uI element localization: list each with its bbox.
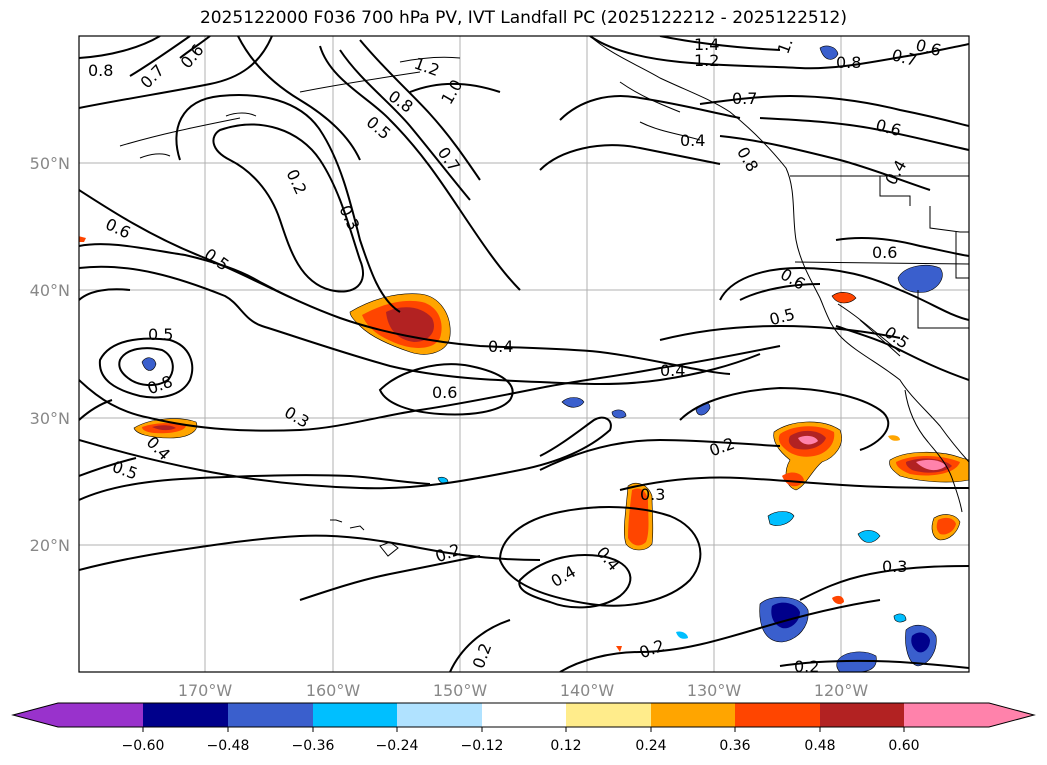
colorbar-segment [397, 703, 482, 727]
ivt-negative-feature [893, 613, 907, 623]
ivt-positive-feature [152, 425, 176, 431]
ivt-negative-feature [857, 530, 881, 543]
ivt-negative-feature [561, 397, 585, 408]
lon-label: 130°W [687, 681, 742, 700]
ivt-negative-feature [897, 265, 943, 293]
lon-label: 150°W [433, 681, 488, 700]
ivt-negative-feature [819, 45, 839, 60]
contour-label: 0.3 [882, 557, 907, 576]
ivt-shading [79, 45, 969, 672]
colorbar-segment [228, 703, 313, 727]
ivt-negative-feature [911, 632, 930, 653]
colorbar-tick-label: 0.36 [719, 738, 750, 754]
colorbar-tick-label: 0.60 [888, 738, 919, 754]
colorbar-segment [566, 703, 651, 727]
ivt-positive-feature [79, 236, 86, 242]
colorbar-tick-label: −0.48 [207, 738, 250, 754]
ivt-positive-feature [831, 292, 857, 304]
contour-label: 0.5 [148, 325, 173, 344]
lon-label: 120°W [814, 681, 869, 700]
colorbar-segment [651, 703, 735, 727]
colorbar-segment [482, 703, 566, 727]
colorbar-tick-label: 0.48 [804, 738, 835, 754]
contour-label: 0.8 [836, 53, 861, 72]
contour-label: 0.6 [432, 383, 457, 402]
colorbar-tick-label: −0.36 [292, 738, 335, 754]
ivt-negative-feature [611, 409, 627, 419]
colorbar-segment [820, 703, 904, 727]
ivt-negative-feature [141, 357, 157, 371]
colorbar-segment [904, 703, 989, 727]
contour-label: 1.2 [694, 51, 719, 70]
lat-label: 20°N [30, 536, 70, 555]
lon-label: 160°W [306, 681, 361, 700]
lat-axis-labels: 50°N 40°N 30°N 20°N [30, 154, 70, 555]
lon-label: 170°W [178, 681, 233, 700]
lat-label: 40°N [30, 281, 70, 300]
ivt-positive-feature [628, 488, 649, 546]
map-frame [78, 35, 970, 673]
contour-label: 0.4 [488, 337, 513, 356]
contour-label: 0.3 [640, 485, 665, 504]
gridlines [79, 36, 969, 672]
ivt-positive-feature [616, 646, 622, 652]
ivt-positive-feature [936, 517, 956, 535]
contour-label: 0.7 [732, 89, 757, 108]
ivt-positive-feature [888, 435, 900, 441]
contour-label: 1. [774, 36, 797, 57]
map-title: 2025122000 F036 700 hPa PV, IVT Landfall… [199, 8, 847, 28]
lon-axis-labels: 170°W 160°W 150°W 140°W 130°W 120°W [178, 681, 869, 700]
lat-label: 30°N [30, 409, 70, 428]
contour-label: 0.2 [794, 657, 819, 676]
ivt-negative-feature [767, 511, 795, 526]
colorbar-tick-label: 0.24 [635, 738, 666, 754]
contour-label: 0.8 [88, 61, 113, 80]
colorbar-extend-high [989, 703, 1034, 727]
colorbar-tick-label: −0.60 [122, 738, 165, 754]
colorbar-tick-label: 0.12 [550, 738, 581, 754]
ivt-positive-feature [916, 459, 946, 471]
colorbar-tick-label: −0.24 [376, 738, 419, 754]
contour-label: 0.4 [680, 131, 705, 150]
colorbar-segment [58, 703, 143, 727]
coastlines [119, 36, 969, 557]
colorbar-tick-label: −0.12 [461, 738, 504, 754]
ivt-negative-feature [676, 631, 688, 639]
contour-label: 0.6 [872, 243, 897, 262]
lon-label: 140°W [560, 681, 615, 700]
contour-label: 0.4 [660, 361, 685, 380]
lat-label: 50°N [30, 154, 70, 173]
ivt-positive-feature [798, 435, 818, 445]
ivt-positive-feature [832, 595, 844, 605]
colorbar-segment [143, 703, 228, 727]
colorbar: −0.60 −0.48 −0.36 −0.24 −0.12 0.12 0.24 … [11, 702, 1036, 754]
pv-contours [79, 36, 969, 672]
colorbar-segment [313, 703, 397, 727]
colorbar-segment [735, 703, 820, 727]
contour-label: 1.4 [694, 35, 719, 54]
colorbar-extend-low [13, 703, 58, 727]
ivt-negative-feature [836, 651, 877, 672]
